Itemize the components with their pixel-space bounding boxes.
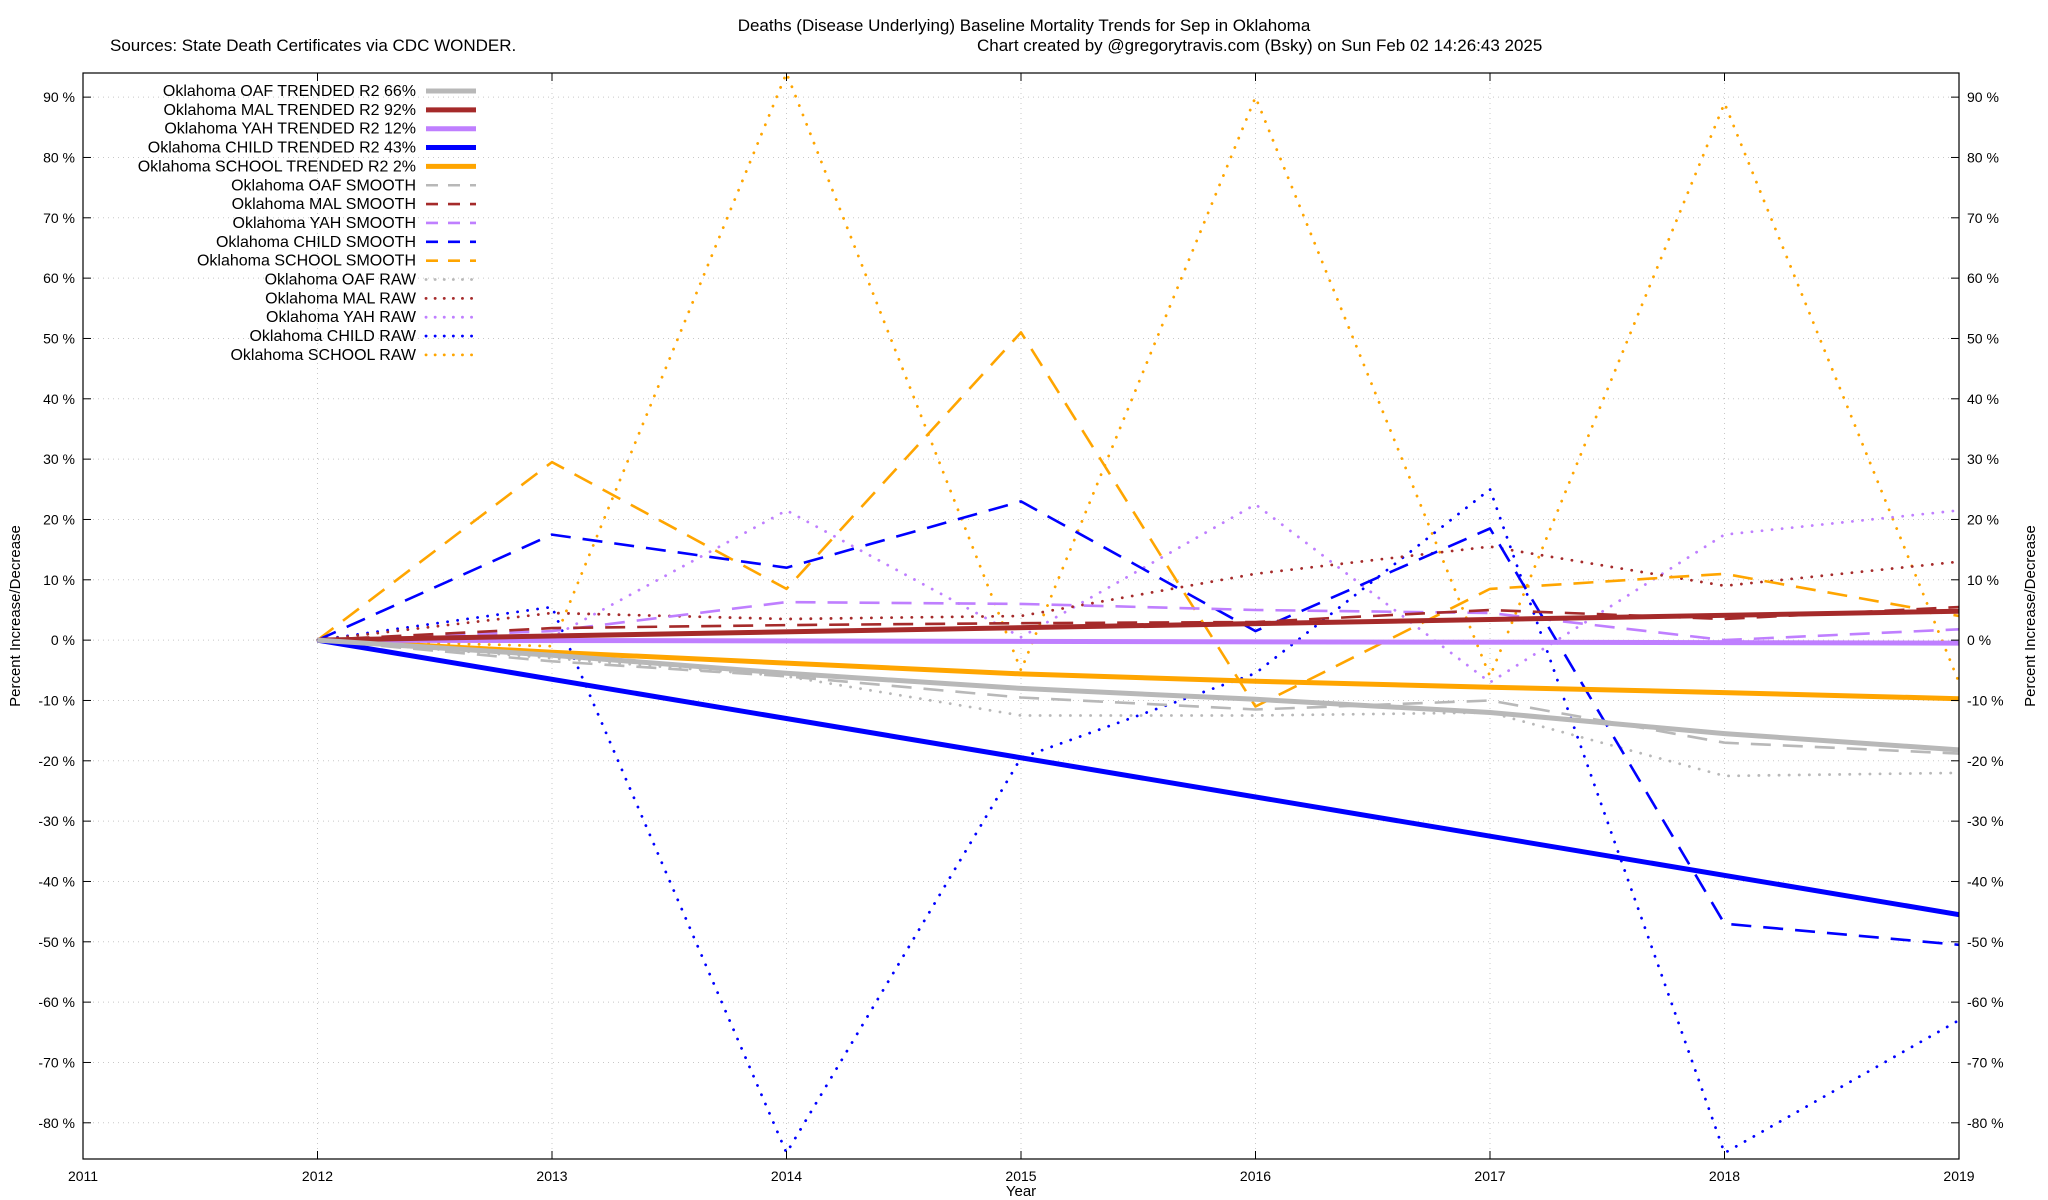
y-tick-label-right: -70 % bbox=[1967, 1054, 2004, 1070]
legend-label-oklahoma-oaf-smooth: Oklahoma OAF SMOOTH bbox=[231, 177, 416, 194]
y-tick-label-right: 50 % bbox=[1967, 330, 1999, 346]
y-tick-label-right: -30 % bbox=[1967, 813, 2004, 829]
y-tick-label-right: -40 % bbox=[1967, 873, 2004, 889]
legend-label-oklahoma-mal-smooth: Oklahoma MAL SMOOTH bbox=[232, 196, 416, 213]
series-line-oklahoma-child-trended-r2-43 bbox=[317, 637, 1959, 918]
series-line-oklahoma-child-raw bbox=[316, 487, 1959, 1155]
y-tick-label-right: 80 % bbox=[1967, 149, 1999, 165]
legend-label-oklahoma-child-smooth: Oklahoma CHILD SMOOTH bbox=[216, 234, 416, 251]
x-tick-label: 2012 bbox=[302, 1168, 333, 1184]
y-tick-label-left: 50 % bbox=[43, 330, 75, 346]
chart-subtitle-credit: Chart created by @gregorytravis.com (Bsk… bbox=[977, 36, 1542, 55]
y-tick-label-left: -50 % bbox=[38, 934, 75, 950]
y-tick-label-left: -40 % bbox=[38, 873, 75, 889]
series-line-oklahoma-mal-smooth bbox=[317, 605, 1959, 642]
y-tick-label-right: 20 % bbox=[1967, 511, 1999, 527]
x-tick-label: 2018 bbox=[1709, 1168, 1740, 1184]
legend: Oklahoma OAF TRENDED R2 66% Oklahoma MAL … bbox=[138, 83, 478, 364]
series-group bbox=[316, 73, 1959, 1155]
legend-label-oklahoma-oaf-trended-r2-66: Oklahoma OAF TRENDED R2 66% bbox=[163, 83, 416, 100]
y-axis-label-left: Percent Increase/Decrease bbox=[7, 525, 24, 707]
y-tick-label-left: 10 % bbox=[43, 572, 75, 588]
y-tick-label-left: 0 % bbox=[51, 632, 75, 648]
series-line-oklahoma-mal-trended-r2-92 bbox=[317, 608, 1959, 643]
legend-label-oklahoma-yah-raw: Oklahoma YAH RAW bbox=[266, 309, 417, 326]
y-tick-label-right: 70 % bbox=[1967, 210, 1999, 226]
legend-label-oklahoma-mal-trended-r2-92: Oklahoma MAL TRENDED R2 92% bbox=[163, 102, 416, 119]
y-tick-label-left: 20 % bbox=[43, 511, 75, 527]
y-tick-label-right: -20 % bbox=[1967, 753, 2004, 769]
x-tick-label: 2016 bbox=[1240, 1168, 1271, 1184]
y-tick-label-right: -80 % bbox=[1967, 1115, 2004, 1131]
legend-label-oklahoma-school-trended-r2-2: Oklahoma SCHOOL TRENDED R2 2% bbox=[138, 158, 416, 175]
y-tick-label-left: 60 % bbox=[43, 270, 75, 286]
y-tick-label-right: -60 % bbox=[1967, 994, 2004, 1010]
y-tick-label-left: -70 % bbox=[38, 1054, 75, 1070]
y-tick-label-left: -10 % bbox=[38, 692, 75, 708]
x-tick-label: 2015 bbox=[1005, 1168, 1036, 1184]
y-tick-label-right: 40 % bbox=[1967, 391, 1999, 407]
y-tick-label-left: 30 % bbox=[43, 451, 75, 467]
legend-label-oklahoma-child-raw: Oklahoma CHILD RAW bbox=[249, 328, 416, 345]
y-tick-label-right: 30 % bbox=[1967, 451, 1999, 467]
y-tick-label-left: -80 % bbox=[38, 1115, 75, 1131]
legend-label-oklahoma-school-raw: Oklahoma SCHOOL RAW bbox=[230, 347, 416, 364]
x-tick-label: 2011 bbox=[68, 1168, 98, 1184]
series-line-oklahoma-yah-smooth bbox=[317, 600, 1959, 642]
y-tick-label-right: 60 % bbox=[1967, 270, 1999, 286]
y-tick-label-right: -50 % bbox=[1967, 934, 2004, 950]
y-tick-label-left: 40 % bbox=[43, 391, 75, 407]
y-tick-label-left: 90 % bbox=[43, 89, 75, 105]
legend-label-oklahoma-yah-trended-r2-12: Oklahoma YAH TRENDED R2 12% bbox=[164, 121, 416, 138]
tick-labels: 2011 2012 2013 2014 2015 2016 2017 2018 2019 -80 … bbox=[38, 73, 2004, 1184]
series-line-oklahoma-oaf-smooth bbox=[317, 638, 1959, 755]
x-tick-label: 2013 bbox=[536, 1168, 567, 1184]
y-tick-label-left: -20 % bbox=[38, 753, 75, 769]
chart-subtitle-sources: Sources: State Death Certificates via CD… bbox=[110, 36, 516, 55]
series-line-oklahoma-yah-trended-r2-12 bbox=[317, 637, 1959, 646]
series-line-oklahoma-school-smooth bbox=[316, 331, 1959, 708]
x-tick-label: 2017 bbox=[1474, 1168, 1505, 1184]
y-tick-label-right: 90 % bbox=[1967, 89, 1999, 105]
legend-label-oklahoma-oaf-raw: Oklahoma OAF RAW bbox=[265, 272, 417, 289]
series-line-oklahoma-oaf-trended-r2-66 bbox=[317, 637, 1959, 753]
y-tick-label-right: 10 % bbox=[1967, 572, 1999, 588]
y-tick-label-left: 70 % bbox=[43, 210, 75, 226]
grid bbox=[83, 73, 1959, 1159]
y-tick-label-right: -10 % bbox=[1967, 692, 2004, 708]
x-axis-label: Year bbox=[1006, 1183, 1036, 1200]
legend-label-oklahoma-school-smooth: Oklahoma SCHOOL SMOOTH bbox=[197, 253, 416, 270]
y-tick-label-left: -60 % bbox=[38, 994, 75, 1010]
y-tick-label-left: -30 % bbox=[38, 813, 75, 829]
chart-title: Deaths (Disease Underlying) Baseline Mor… bbox=[738, 16, 1311, 35]
legend-label-oklahoma-child-trended-r2-43: Oklahoma CHILD TRENDED R2 43% bbox=[148, 140, 416, 157]
series-lines bbox=[316, 73, 1959, 1155]
x-tick-label: 2019 bbox=[1943, 1168, 1974, 1184]
legend-label-oklahoma-mal-raw: Oklahoma MAL RAW bbox=[265, 290, 417, 307]
series-line-oklahoma-school-trended-r2-2 bbox=[317, 637, 1959, 702]
legend-label-oklahoma-yah-smooth: Oklahoma YAH SMOOTH bbox=[233, 215, 416, 232]
x-tick-label: 2014 bbox=[771, 1168, 802, 1184]
series-line-oklahoma-child-smooth bbox=[316, 500, 1959, 947]
y-tick-label-right: 0 % bbox=[1967, 632, 1991, 648]
y-axis-label-right: Percent Increase/Decrease bbox=[2022, 525, 2039, 707]
y-tick-label-left: 80 % bbox=[43, 149, 75, 165]
